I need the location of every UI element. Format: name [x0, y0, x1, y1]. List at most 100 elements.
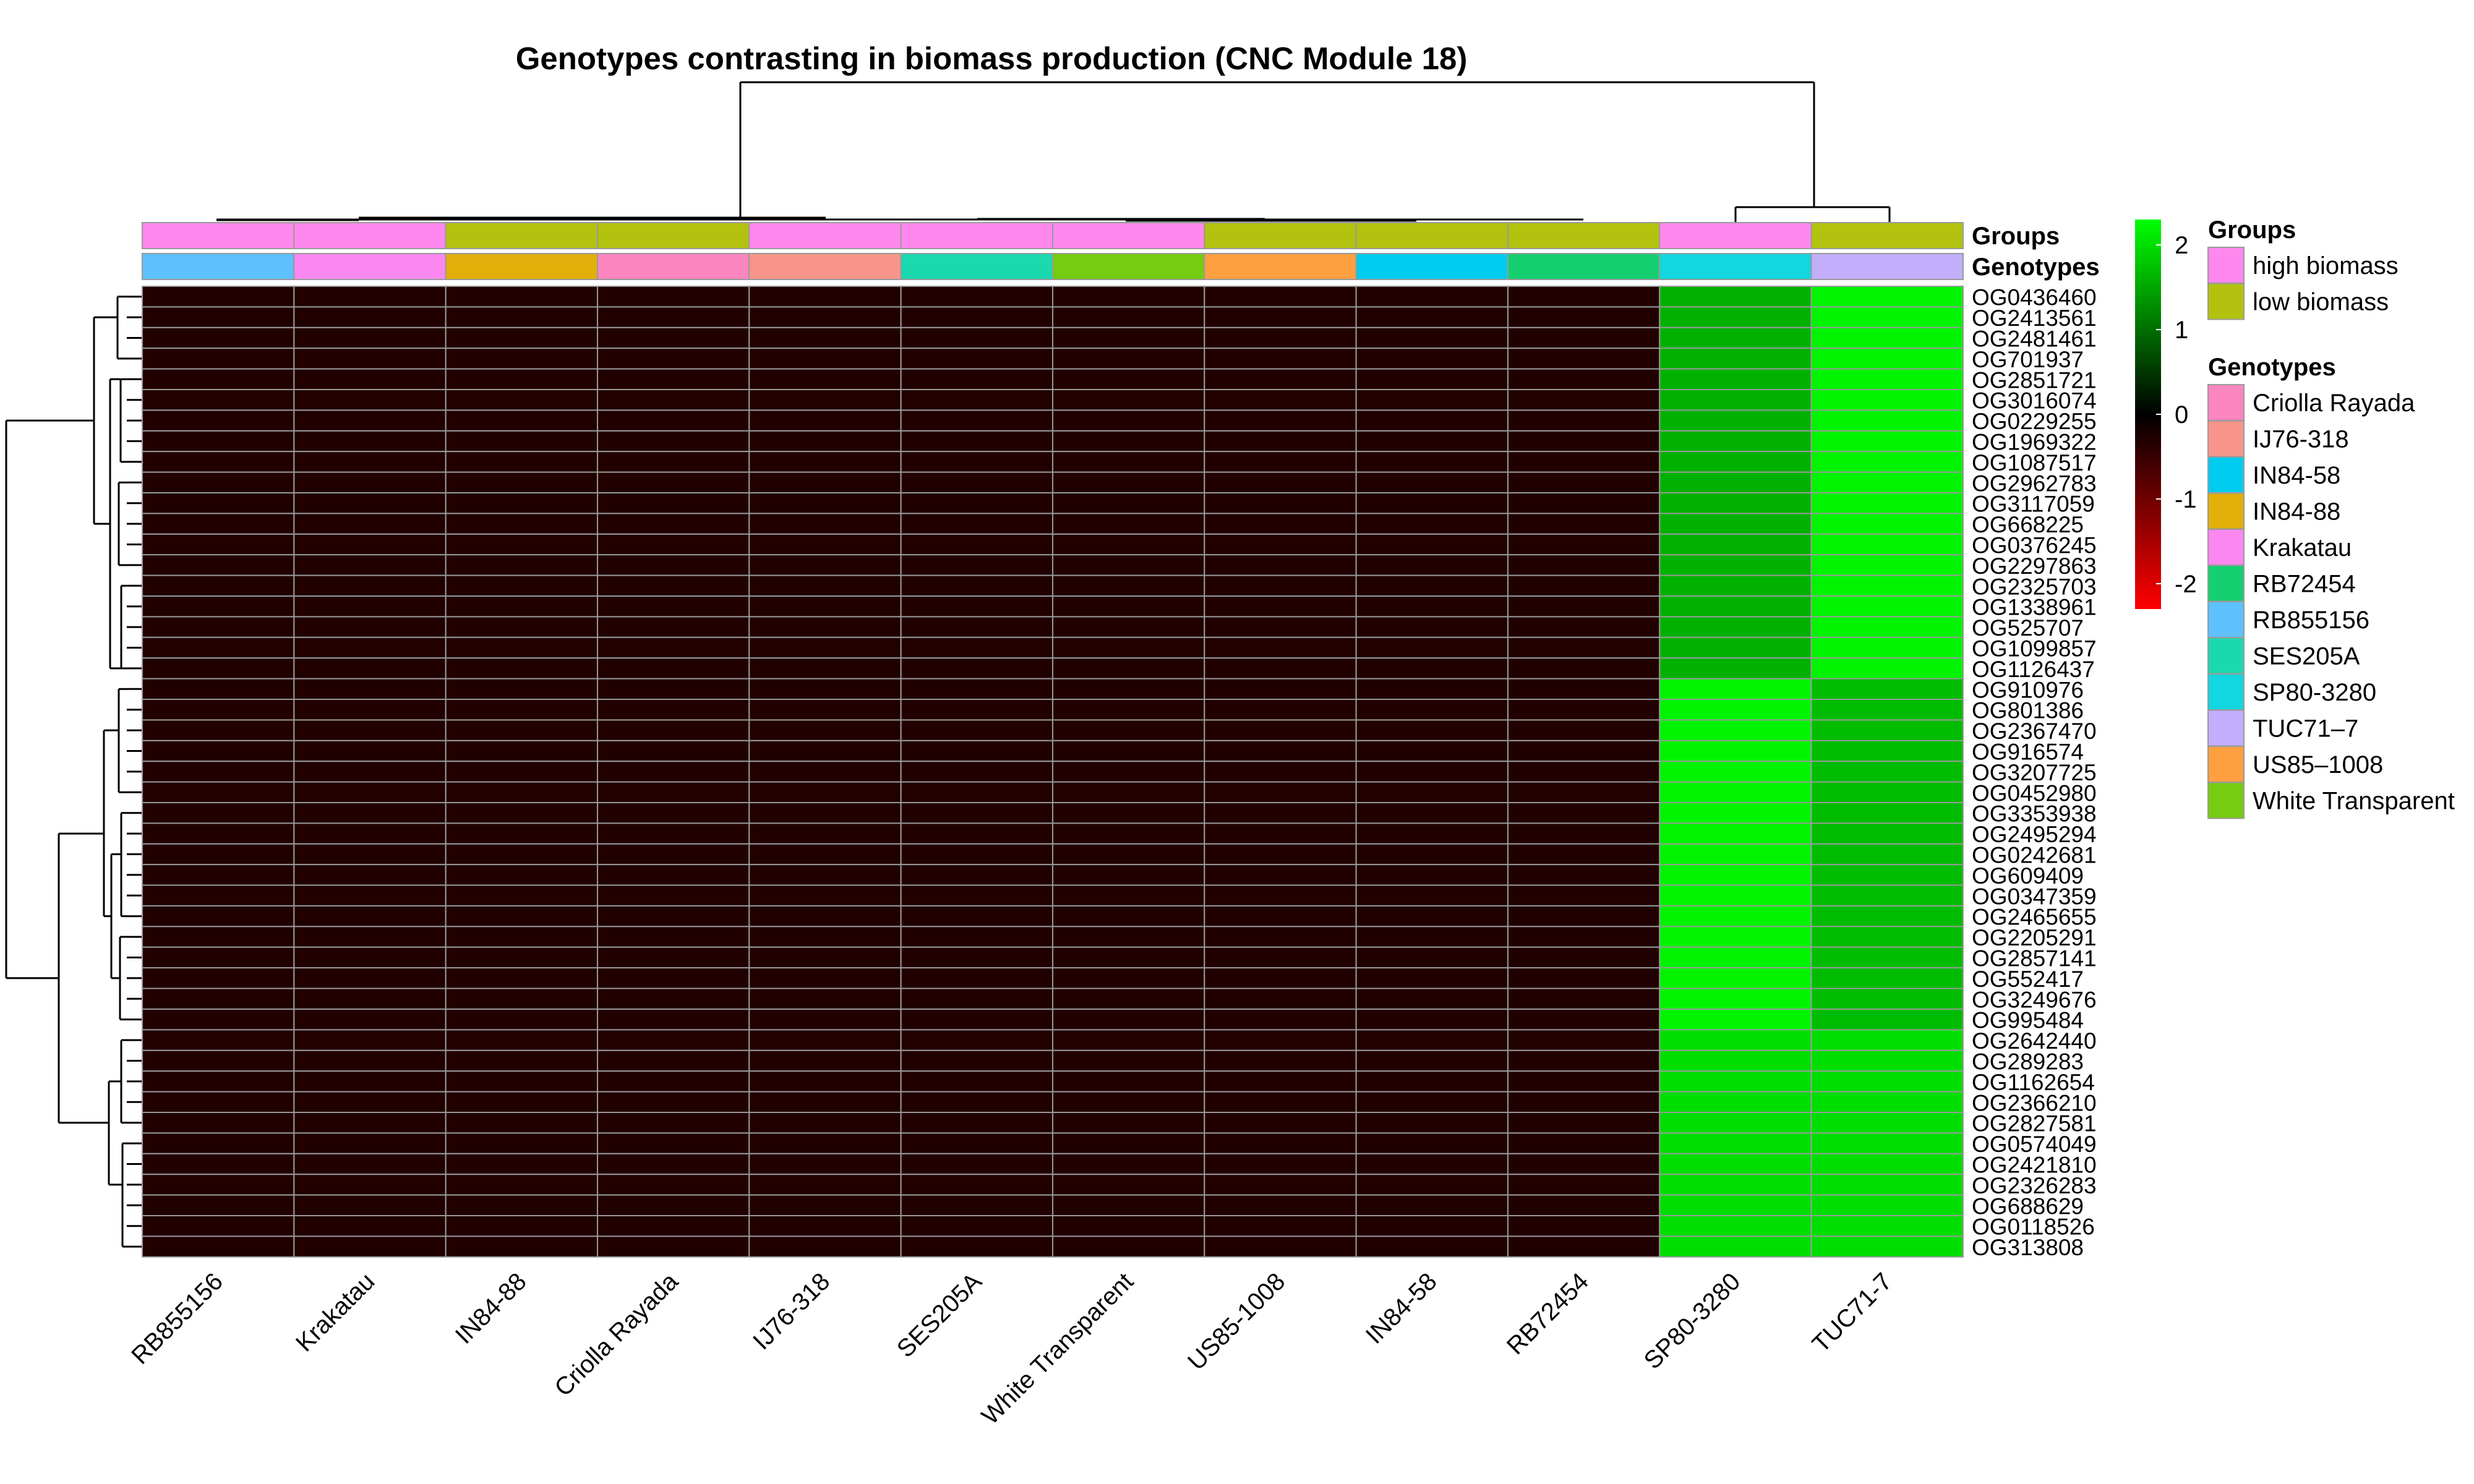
legend-heading: Groups: [2208, 216, 2296, 244]
heatmap-cell: [1204, 389, 1357, 411]
heatmap-cell: [1659, 761, 1812, 783]
heatmap-cell: [1204, 946, 1357, 969]
row-label: OG3353938: [1972, 801, 2097, 827]
heatmap-cell: [1355, 1009, 1509, 1031]
heatmap-cell: [142, 864, 295, 886]
heatmap-cell: [142, 389, 295, 411]
heatmap-cell: [1355, 719, 1509, 741]
heatmap-cell: [1051, 1029, 1205, 1051]
heatmap-cell: [1355, 554, 1509, 576]
heatmap-cell: [1659, 946, 1812, 969]
legend-item-label: Krakatau: [2253, 534, 2352, 561]
heatmap-cell: [1507, 1174, 1661, 1196]
heatmap-cell: [142, 1091, 295, 1113]
heatmap-cell: [1507, 926, 1661, 948]
heatmap-cell: [748, 595, 902, 618]
heatmap-cell: [900, 1174, 1053, 1196]
heatmap-cell: [1810, 884, 1964, 906]
color-scale-tick-label: 1: [2175, 317, 2188, 344]
heatmap-cell: [1051, 1091, 1205, 1113]
heatmap-cell: [596, 802, 750, 824]
heatmap-cell: [445, 843, 598, 866]
heatmap-cell: [1507, 451, 1661, 473]
heatmap-cell: [1659, 678, 1812, 700]
heatmap-cell: [748, 926, 902, 948]
annotation-cell: [1051, 222, 1205, 249]
heatmap-cell: [445, 451, 598, 473]
heatmap-cell: [748, 409, 902, 432]
heatmap-cell: [1810, 451, 1964, 473]
heatmap-cell: [1204, 761, 1357, 783]
heatmap-cell: [445, 286, 598, 308]
heatmap-cell: [1810, 636, 1964, 659]
heatmap-cell: [1355, 699, 1509, 721]
heatmap-cell: [1507, 781, 1661, 803]
heatmap-cell: [1507, 1049, 1661, 1072]
row-label: OG2495294: [1972, 822, 2097, 847]
heatmap-cell: [142, 574, 295, 597]
annotation-cell: [748, 253, 902, 280]
heatmap-cell: [445, 636, 598, 659]
legend-swatch: [2207, 709, 2245, 747]
heatmap-cell: [1204, 471, 1357, 493]
heatmap-cell: [142, 699, 295, 721]
row-label: OG1162654: [1972, 1070, 2095, 1095]
heatmap-cell: [748, 1049, 902, 1072]
heatmap-cell: [1810, 1235, 1964, 1258]
annotation-cell: [1659, 222, 1812, 249]
heatmap-cell: [142, 595, 295, 618]
heatmap-cell: [142, 492, 295, 514]
heatmap-cell: [1659, 326, 1812, 349]
heatmap-cell: [748, 326, 902, 349]
heatmap-cell: [293, 574, 447, 597]
heatmap-cell: [1507, 616, 1661, 638]
legend-swatch: [2207, 746, 2245, 783]
heatmap-cell: [1204, 822, 1357, 845]
heatmap-cell: [1051, 740, 1205, 762]
heatmap-cell: [596, 1194, 750, 1216]
legend-swatch: [2207, 673, 2245, 710]
heatmap-cell: [1355, 471, 1509, 493]
heatmap-cell: [1810, 368, 1964, 390]
heatmap-cell: [1355, 574, 1509, 597]
heatmap-cell: [1204, 1029, 1357, 1051]
row-label: OG0118526: [1972, 1214, 2095, 1240]
heatmap-cell: [293, 967, 447, 989]
heatmap-cell: [900, 492, 1053, 514]
row-label: OG2413561: [1972, 305, 2097, 331]
heatmap-cell: [142, 761, 295, 783]
heatmap-cell: [1659, 492, 1812, 514]
heatmap-cell: [748, 967, 902, 989]
heatmap-cell: [596, 326, 750, 349]
heatmap-cell: [445, 574, 598, 597]
heatmap-cell: [293, 471, 447, 493]
heatmap-cell: [1051, 1235, 1205, 1258]
heatmap-cell: [748, 471, 902, 493]
heatmap-cell: [142, 1153, 295, 1175]
heatmap-cell: [1659, 781, 1812, 803]
heatmap-cell: [445, 430, 598, 453]
heatmap-cell: [1810, 967, 1964, 989]
heatmap-cell: [293, 389, 447, 411]
heatmap-cell: [1659, 471, 1812, 493]
heatmap-cell: [1659, 1009, 1812, 1031]
heatmap-cell: [900, 1153, 1053, 1175]
heatmap-cell: [1355, 761, 1509, 783]
heatmap-cell: [142, 843, 295, 866]
heatmap-cell: [1659, 1174, 1812, 1196]
heatmap-cell: [445, 926, 598, 948]
heatmap-cell: [1507, 1194, 1661, 1216]
heatmap-cell: [1507, 1070, 1661, 1093]
heatmap-cell: [1810, 822, 1964, 845]
heatmap-cell: [1204, 1153, 1357, 1175]
heatmap-cell: [1507, 967, 1661, 989]
heatmap-cell: [1355, 905, 1509, 927]
annotation-cell: [1355, 253, 1509, 280]
heatmap-cell: [748, 368, 902, 390]
heatmap-cell: [1355, 678, 1509, 700]
heatmap-cell: [293, 761, 447, 783]
heatmap-cell: [293, 1091, 447, 1113]
row-dendrogram: [5, 296, 142, 1248]
heatmap-cell: [142, 1132, 295, 1154]
heatmap-cell: [900, 513, 1053, 535]
